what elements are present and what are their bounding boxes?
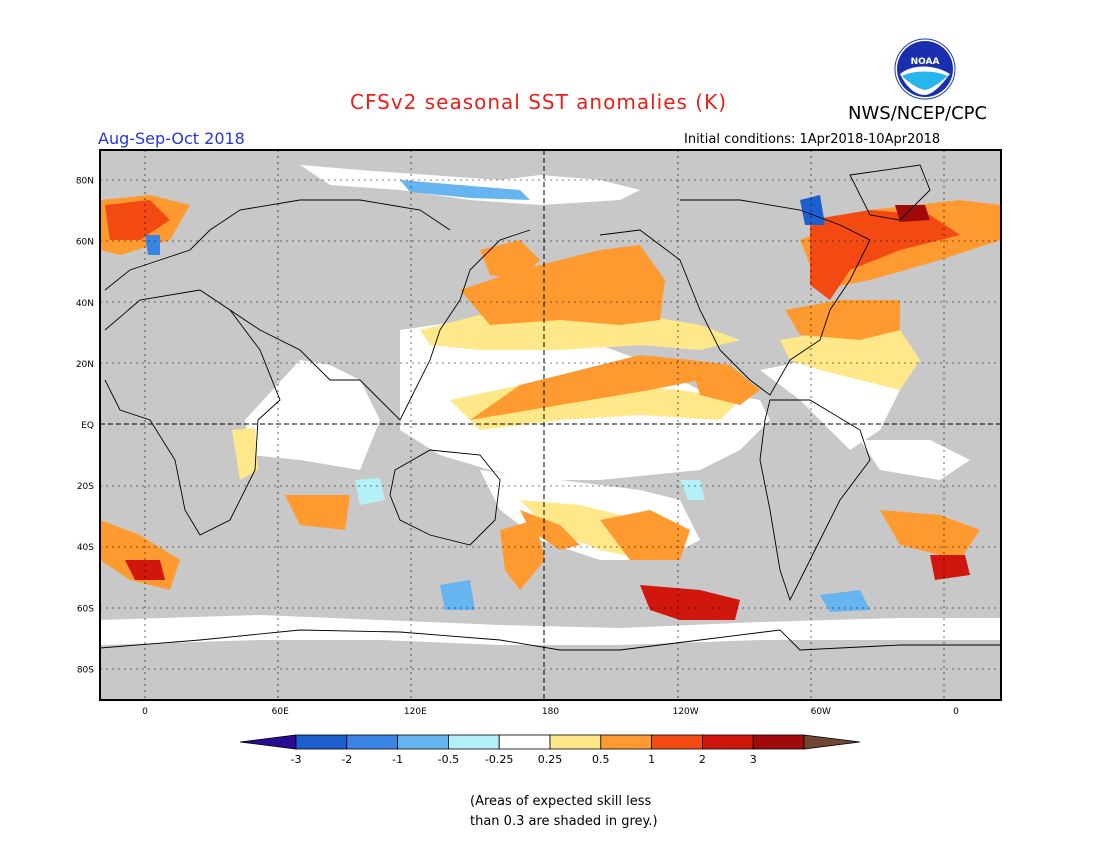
- colorbar-segment: [549, 734, 602, 750]
- lat-label: 40S: [77, 543, 94, 553]
- colorbar-segment: [346, 734, 398, 750]
- coast-greenland: [849, 164, 931, 221]
- anomaly-neg-south-atlantic: [820, 590, 870, 612]
- latitude-labels: 80N 60N 40N 20N EQ 20S 40S 60S 80S: [76, 177, 94, 676]
- coast-north-america: [599, 199, 871, 396]
- neutral-tropics-indian: [245, 360, 380, 470]
- colorbar-segment: [600, 734, 652, 750]
- colorbar-segment: [752, 734, 805, 750]
- colorbar-segment: [295, 734, 348, 750]
- anomaly-1-southern-ocean: [640, 585, 740, 620]
- initial-conditions-label: Initial conditions: 1Apr2018-10Apr2018: [684, 132, 941, 147]
- lon-label: 120W: [673, 707, 699, 717]
- colorbar-label: 3: [750, 753, 757, 766]
- anomaly-1-north-atlantic: [810, 210, 960, 300]
- lat-label: 40N: [76, 299, 94, 309]
- anomaly-05-atlantic: [785, 300, 900, 340]
- logo-cyan-wave: [902, 71, 948, 90]
- anomaly-05-southwest-pacific: [520, 510, 580, 550]
- colorbar-labels: -3 -2 -1 -0.5 -0.25 0.25 0.5 1 2 3: [291, 753, 757, 766]
- anomaly-05-northpacific: [460, 245, 665, 325]
- colorbar-label: -2: [341, 753, 352, 766]
- colorbar-label: -3: [291, 753, 302, 766]
- coast-antarctica: [100, 629, 1001, 651]
- neutral-atlantic-south: [860, 440, 970, 480]
- anomaly-05-central-pacific: [470, 355, 700, 420]
- colorbar-low-triangle: [239, 734, 297, 750]
- lat-label: 20S: [77, 482, 94, 492]
- colorbar-label: -0.25: [485, 753, 513, 766]
- lat-label: 80N: [76, 177, 94, 187]
- coast-south-america: [759, 399, 871, 602]
- colorbar-segment: [397, 734, 449, 750]
- anomaly-neg-peru: [680, 480, 705, 500]
- agency-label: NWS/NCEP/CPC: [848, 103, 988, 124]
- colorbar-segment: [498, 734, 551, 750]
- grid-lines: [100, 150, 1001, 700]
- neutral-antarctic-band: [100, 615, 1001, 645]
- lon-label: 180: [542, 707, 559, 717]
- lon-label: 120E: [404, 707, 427, 717]
- lon-label: 60W: [811, 707, 831, 717]
- colorbar-label: 0.25: [538, 753, 563, 766]
- chart-title: CFSv2 seasonal SST anomalies (K): [350, 90, 727, 114]
- anomaly-2-labrador: [895, 205, 930, 222]
- lon-label: 0: [142, 707, 148, 717]
- colorbar-label: 1: [648, 753, 655, 766]
- footnote-line-1: (Areas of expected skill less: [470, 794, 652, 809]
- logo-text: NOAA: [911, 57, 940, 67]
- anomaly-neg-south-indian: [440, 580, 475, 610]
- anomaly-1-southatlantic-eddy2: [930, 555, 970, 580]
- lat-label: 60N: [76, 238, 94, 248]
- lon-label: 0: [953, 707, 959, 717]
- neutral-atlantic: [760, 360, 900, 450]
- lat-label: 60S: [77, 604, 94, 614]
- anomaly-neg-arctic: [400, 180, 530, 200]
- lat-label: EQ: [81, 421, 94, 431]
- lon-label: 60E: [272, 707, 289, 717]
- anomaly-025-indian: [232, 428, 258, 480]
- colorbar-segment: [702, 734, 754, 750]
- anomaly-neg-baltic: [145, 235, 160, 255]
- colorbar: [239, 734, 861, 750]
- lat-label: 20N: [76, 360, 94, 370]
- coast-australia: [389, 449, 501, 546]
- coast-africa: [104, 289, 281, 536]
- anomaly-05-southpacific: [600, 510, 690, 560]
- footnote-line-2: than 0.3 are shaded in grey.): [470, 814, 658, 829]
- anomaly-05-eastpacific: [690, 360, 760, 405]
- anomaly-neg-indian: [355, 478, 385, 505]
- colorbar-label: 0.5: [592, 753, 610, 766]
- noaa-logo: NOAA: [894, 38, 956, 100]
- lat-label: 80S: [77, 665, 94, 675]
- skill-footnote: (Areas of expected skill less than 0.3 a…: [470, 792, 658, 832]
- anomaly-025-atlantic: [780, 330, 920, 390]
- season-label: Aug-Sep-Oct 2018: [98, 129, 245, 148]
- longitude-labels: 0 60E 120E 180 120W 60W 0: [142, 707, 959, 717]
- anomaly-05-tasman: [500, 520, 545, 590]
- colorbar-segment: [651, 734, 703, 750]
- colorbar-segment: [447, 734, 500, 750]
- neutral-arctic: [300, 165, 640, 205]
- colorbar-label: -0.5: [438, 753, 459, 766]
- colorbar-high-triangle: [803, 734, 861, 750]
- anomaly-shading: [100, 165, 1001, 645]
- anomaly-05-kuroshio: [480, 240, 540, 280]
- anomaly-05-south-atlantic: [880, 510, 980, 560]
- colorbar-label: 2: [699, 753, 706, 766]
- anomaly-05-indian-south: [285, 495, 350, 530]
- map-frame: [99, 149, 1002, 701]
- coast-asia: [229, 229, 531, 421]
- anomaly-1-europe: [105, 200, 170, 240]
- colorbar-label: -1: [392, 753, 403, 766]
